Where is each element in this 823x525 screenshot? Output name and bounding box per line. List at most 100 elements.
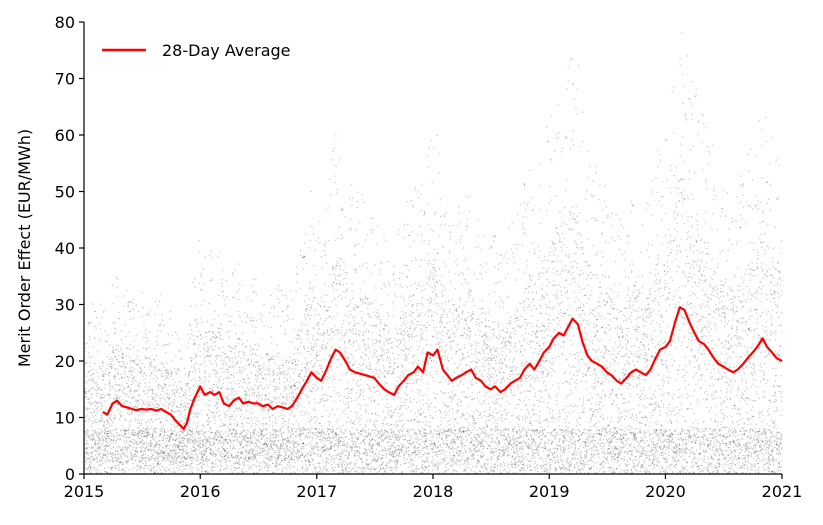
scatter-point bbox=[250, 419, 253, 421]
scatter-point bbox=[245, 460, 247, 462]
scatter-point bbox=[286, 463, 288, 466]
scatter-point bbox=[113, 349, 115, 351]
scatter-point bbox=[131, 380, 133, 383]
scatter-point bbox=[328, 434, 330, 436]
scatter-point bbox=[193, 343, 195, 345]
scatter-point bbox=[197, 336, 199, 338]
scatter-point bbox=[304, 369, 307, 372]
scatter-point bbox=[269, 431, 271, 434]
scatter-point bbox=[341, 449, 343, 451]
scatter-point bbox=[325, 433, 327, 435]
scatter-point bbox=[340, 234, 343, 236]
scatter-point bbox=[175, 386, 178, 388]
scatter-point bbox=[191, 456, 193, 458]
scatter-point bbox=[141, 362, 143, 365]
scatter-point bbox=[196, 441, 199, 443]
scatter-point bbox=[230, 351, 232, 353]
scatter-point bbox=[229, 445, 232, 447]
scatter-point bbox=[214, 334, 217, 336]
scatter-point bbox=[173, 423, 175, 425]
scatter-point bbox=[195, 452, 197, 455]
scatter-point bbox=[204, 451, 207, 453]
scatter-point bbox=[322, 460, 324, 462]
scatter-point bbox=[120, 469, 123, 471]
scatter-point bbox=[107, 466, 110, 468]
scatter-point bbox=[89, 362, 91, 364]
scatter-point bbox=[85, 452, 87, 455]
scatter-point bbox=[226, 464, 228, 466]
scatter-point bbox=[207, 422, 210, 424]
scatter-point bbox=[85, 447, 87, 449]
scatter-point bbox=[103, 373, 106, 375]
scatter-point bbox=[295, 359, 297, 361]
scatter-point bbox=[233, 447, 235, 449]
scatter-point bbox=[205, 332, 208, 334]
scatter-point bbox=[136, 399, 138, 401]
scatter-point bbox=[300, 330, 303, 333]
scatter-point bbox=[117, 361, 119, 363]
scatter-point bbox=[133, 406, 135, 409]
scatter-point bbox=[249, 354, 251, 356]
scatter-point bbox=[140, 466, 143, 468]
scatter-point bbox=[149, 443, 151, 445]
scatter-point bbox=[122, 447, 125, 449]
scatter-point bbox=[323, 405, 325, 407]
scatter-point bbox=[352, 308, 355, 310]
scatter-point bbox=[232, 457, 234, 459]
scatter-point bbox=[318, 439, 320, 441]
scatter-point bbox=[168, 455, 170, 457]
scatter-point bbox=[113, 352, 116, 354]
scatter-point bbox=[189, 456, 191, 459]
scatter-point bbox=[121, 449, 123, 451]
scatter-point bbox=[186, 435, 188, 437]
scatter-point bbox=[143, 449, 145, 452]
scatter-point bbox=[172, 401, 174, 403]
scatter-point bbox=[187, 425, 189, 427]
scatter-point bbox=[344, 396, 346, 398]
scatter-point bbox=[266, 373, 268, 376]
scatter-point bbox=[207, 471, 210, 473]
scatter-point bbox=[271, 456, 273, 458]
scatter-point bbox=[257, 343, 259, 345]
scatter-point bbox=[215, 337, 217, 339]
scatter-point bbox=[247, 437, 250, 439]
scatter-point bbox=[313, 384, 315, 386]
scatter-point bbox=[181, 395, 183, 398]
scatter-point bbox=[293, 449, 295, 452]
scatter-point bbox=[200, 443, 202, 445]
scatter-point bbox=[150, 418, 153, 420]
scatter-point bbox=[153, 348, 156, 350]
scatter-point bbox=[173, 410, 175, 413]
scatter-point bbox=[180, 406, 182, 408]
scatter-point bbox=[168, 404, 170, 406]
scatter-point bbox=[178, 350, 180, 352]
scatter-point bbox=[101, 396, 103, 399]
scatter-point bbox=[239, 371, 242, 373]
scatter-point bbox=[104, 450, 107, 452]
scatter-point bbox=[169, 463, 171, 466]
scatter-point bbox=[106, 355, 109, 358]
scatter-point bbox=[150, 440, 152, 442]
scatter-point bbox=[142, 467, 145, 470]
scatter-point bbox=[84, 467, 87, 469]
scatter-point bbox=[179, 461, 181, 463]
scatter-point bbox=[344, 450, 346, 452]
scatter-point bbox=[143, 471, 146, 473]
scatter-point bbox=[194, 450, 197, 452]
scatter-point bbox=[290, 385, 292, 388]
scatter-point bbox=[102, 360, 104, 362]
scatter-point bbox=[168, 343, 171, 345]
scatter-point bbox=[154, 400, 157, 402]
scatter-point bbox=[325, 409, 328, 412]
scatter-point bbox=[256, 348, 258, 351]
scatter-point bbox=[159, 451, 161, 453]
scatter-point bbox=[245, 346, 247, 348]
scatter-point bbox=[105, 458, 107, 460]
scatter-point bbox=[128, 436, 130, 438]
scatter-point bbox=[336, 366, 338, 368]
scatter-point bbox=[226, 376, 228, 378]
scatter-point bbox=[226, 356, 228, 358]
scatter-point bbox=[209, 452, 211, 454]
scatter-point bbox=[233, 376, 235, 378]
scatter-point bbox=[232, 429, 234, 431]
